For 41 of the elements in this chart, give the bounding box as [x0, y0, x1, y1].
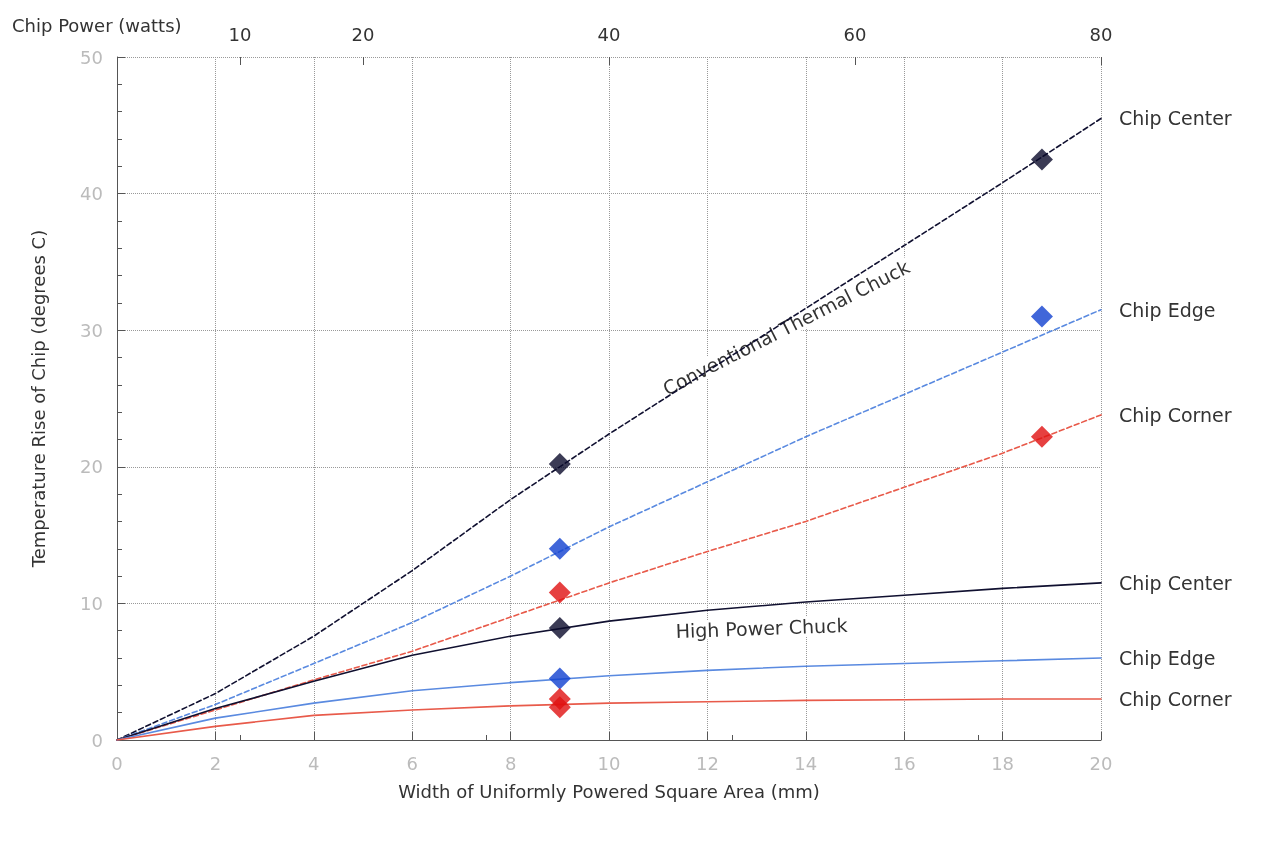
- text: Chip Center: [1119, 107, 1232, 130]
- x2-tick-label: 40: [597, 23, 621, 45]
- text: Chip Corner: [1119, 688, 1232, 711]
- point: [1030, 148, 1053, 171]
- point: [548, 696, 571, 719]
- point: [548, 616, 571, 639]
- point: [1030, 305, 1053, 328]
- x-tick-label: 12: [695, 752, 719, 774]
- point: [1030, 425, 1053, 448]
- x-tick-label: 20: [1089, 752, 1113, 774]
- x-tick-label: 18: [991, 752, 1015, 774]
- x-tick-label: 2: [209, 752, 222, 774]
- x-tick-label: 16: [892, 752, 916, 774]
- point: [548, 453, 571, 476]
- point: [548, 667, 571, 690]
- x-axis-title: Width of Uniformly Powered Square Area (mm): [398, 780, 820, 802]
- point: [548, 581, 571, 604]
- y-tick-label: 30: [80, 319, 103, 341]
- x-tick-label: 14: [794, 752, 818, 774]
- x2-tick-label: 60: [843, 23, 867, 45]
- x2-tick-label: 10: [228, 23, 252, 45]
- y-tick-label: 0: [91, 729, 103, 751]
- x-tick-label: 6: [406, 752, 418, 774]
- x2-tick-label: 20: [351, 23, 375, 45]
- y-tick-label: 50: [80, 46, 103, 68]
- annotation: High Power Chuck: [675, 613, 848, 642]
- x-tick-label: 10: [597, 752, 621, 774]
- text: Chip Edge: [1119, 298, 1216, 321]
- text: Chip Center: [1119, 571, 1232, 594]
- y-axis-title: Temperature Rise of Chip (degrees C): [27, 229, 49, 569]
- x-tick-label: 8: [504, 752, 517, 774]
- text: Chip Edge: [1119, 647, 1216, 670]
- y-tick-label: 10: [80, 592, 103, 614]
- y-tick-label: 20: [80, 456, 103, 478]
- x-tick-label: 4: [308, 752, 320, 774]
- text: Chip Corner: [1119, 403, 1232, 426]
- x2-tick-label: 80: [1089, 23, 1113, 45]
- x-tick-label: 0: [111, 752, 123, 774]
- y-tick-label: 40: [80, 183, 103, 205]
- point: [548, 537, 571, 560]
- x2-axis-title: Chip Power (watts): [12, 14, 182, 36]
